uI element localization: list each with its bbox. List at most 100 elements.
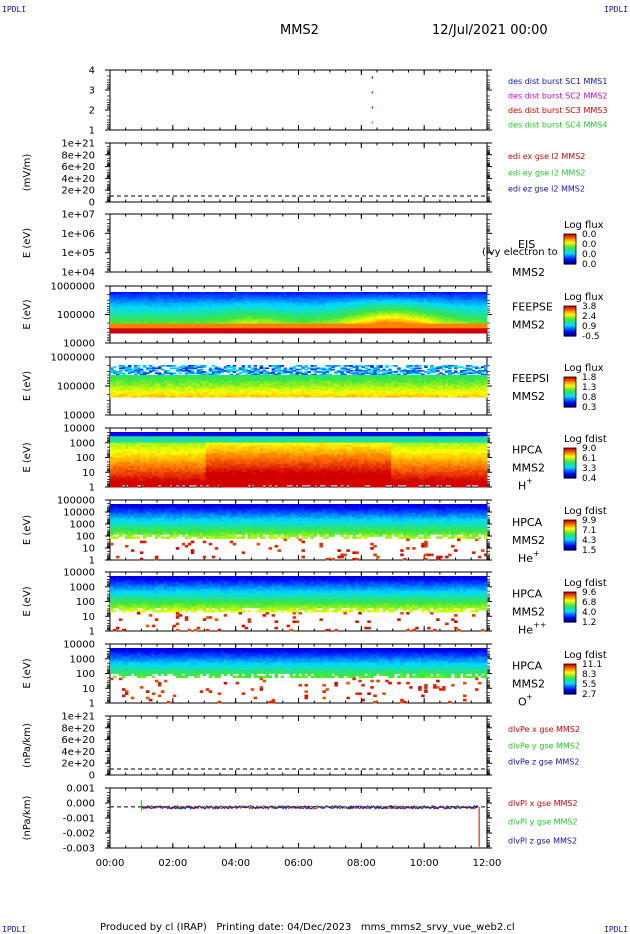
spectrogram-pixel [331, 312, 335, 315]
spectrogram-pixel [208, 309, 213, 312]
spectrogram-pixel [181, 296, 186, 299]
spectrogram-pixel [433, 325, 437, 328]
spectrogram-pixel [379, 326, 383, 329]
spectrogram-pixel [202, 315, 207, 318]
spectrogram-pixel [256, 303, 261, 306]
spectrogram-pixel [328, 317, 332, 320]
spectrogram-pixel [286, 296, 291, 299]
spectrogram-pixel [361, 331, 365, 334]
spectrogram-pixel [325, 312, 329, 315]
spectrogram-pixel [253, 317, 258, 320]
spectrogram-pixel [115, 309, 120, 312]
spectrogram-pixel [460, 301, 464, 304]
spectrogram-pixel [364, 293, 368, 296]
spectrogram-pixel [175, 298, 180, 301]
spectrogram-pixel [241, 303, 246, 306]
spectrogram-pixel [310, 307, 314, 310]
spectrogram-pixel [400, 307, 404, 310]
spectrogram-pixel [268, 292, 273, 295]
spectrogram-pixel [463, 320, 467, 323]
spectrogram-pixel [412, 301, 416, 304]
spectrogram-pixel [340, 331, 344, 334]
spectrogram-pixel [253, 329, 258, 332]
spectrogram-pixel [199, 318, 204, 321]
colorbar-segment [564, 259, 576, 261]
spectrogram-pixel [205, 306, 210, 309]
spectrogram-pixel [379, 292, 383, 295]
spectrogram-pixel [199, 298, 204, 301]
spectrogram-pixel [391, 309, 395, 312]
spectrogram-pixel [316, 298, 320, 301]
spectrogram-pixel [175, 306, 180, 309]
spectrogram-pixel [385, 329, 389, 332]
spectrogram-pixel [424, 306, 428, 309]
spectrogram-pixel [148, 307, 153, 310]
spectrogram-pixel [220, 299, 225, 302]
spectrogram-pixel [445, 317, 449, 320]
spectrogram-pixel [169, 293, 174, 296]
spectrogram-pixel [445, 310, 449, 313]
spectrogram-pixel [139, 318, 144, 321]
spectrogram-pixel [292, 301, 297, 304]
spectrogram-pixel [274, 320, 279, 323]
spectrogram-pixel [196, 320, 201, 323]
burst-marker [371, 91, 374, 94]
colorbar-segment [564, 319, 576, 322]
spectrogram-pixel [115, 321, 120, 325]
spectrogram-pixel [217, 299, 222, 302]
spectrogram-pixel [235, 312, 240, 315]
spectrogram-pixel [364, 304, 368, 307]
spectrogram-pixel [265, 301, 270, 304]
spectrogram-pixel [193, 318, 198, 321]
spectrogram-pixel [163, 299, 168, 302]
spectrogram-pixel [184, 292, 189, 295]
spectrogram-pixel [313, 320, 317, 323]
spectrogram-pixel [427, 326, 431, 329]
spectrogram-pixel [160, 299, 165, 302]
spectrogram-pixel [352, 296, 356, 299]
spectrogram-pixel [373, 307, 377, 310]
spectrogram-pixel [466, 292, 470, 295]
spectrogram-pixel [451, 303, 455, 306]
spectrogram-pixel [322, 295, 326, 298]
spectrogram-pixel [340, 317, 344, 320]
spectrogram-pixel [199, 323, 204, 326]
spectrogram-pixel [292, 315, 297, 318]
spectrogram-pixel [355, 318, 359, 321]
spectrogram-pixel [271, 292, 276, 295]
spectrogram-pixel [346, 323, 350, 326]
spectrogram-pixel [454, 317, 458, 320]
spectrogram-pixel [307, 310, 311, 313]
spectrogram-pixel [328, 306, 332, 309]
spectrogram-pixel [409, 312, 413, 315]
spectrogram-pixel [265, 309, 270, 312]
spectrogram-pixel [367, 315, 371, 318]
spectrogram-pixel [454, 304, 458, 307]
colorbar-tick-label: 3.8 [582, 302, 597, 312]
spectrogram-pixel [415, 299, 419, 302]
spectrogram-pixel [181, 323, 186, 326]
spectrogram-pixel [136, 304, 141, 307]
spectrogram-pixel [121, 310, 126, 313]
spectrogram-pixel [199, 366, 204, 368]
spectrogram-pixel [160, 326, 165, 329]
spectrogram-pixel [121, 299, 126, 302]
spectrogram-pixel [382, 304, 386, 307]
spectrogram-pixel [205, 299, 210, 302]
spectrogram-pixel [460, 295, 464, 298]
spectrogram-pixel [445, 301, 449, 304]
spectrogram-pixel [178, 315, 183, 318]
spectrogram-pixel [184, 298, 189, 301]
spectrogram-pixel [169, 303, 174, 306]
spectrogram-pixel [121, 315, 126, 318]
spectrogram-pixel [286, 295, 291, 298]
spectrogram-pixel [256, 306, 261, 309]
spectrogram-pixel [274, 312, 279, 315]
spectrogram-pixel [325, 314, 329, 317]
spectrogram-pixel [451, 314, 455, 317]
spectrogram-pixel [202, 325, 207, 328]
spectrogram-pixel [322, 321, 326, 325]
spectrogram-pixel [358, 295, 362, 298]
spectrogram-pixel [142, 307, 147, 310]
spectrogram-pixel [160, 303, 165, 306]
